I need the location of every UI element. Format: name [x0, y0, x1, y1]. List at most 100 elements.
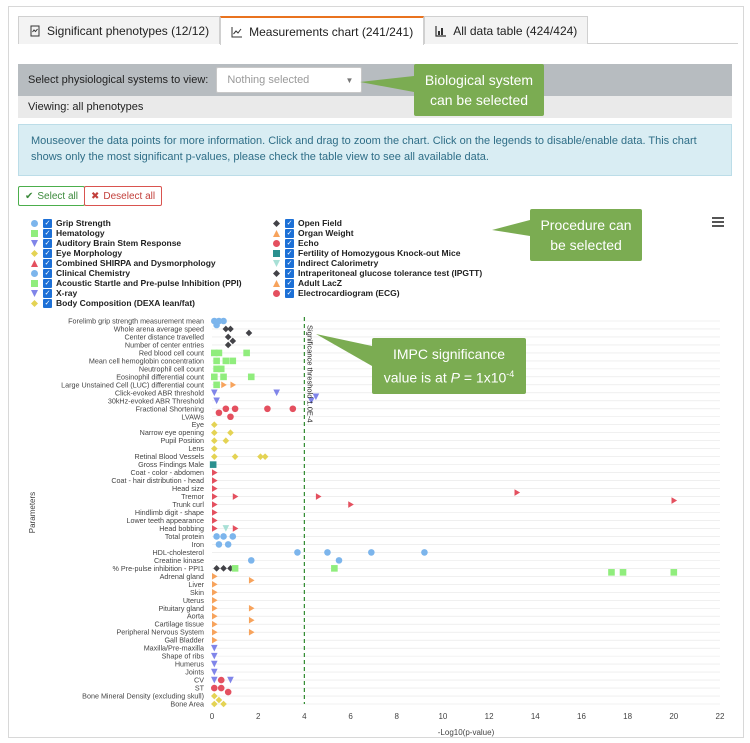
legend-marker-icon [273, 229, 280, 237]
legend-checkbox[interactable]: ✓ [285, 268, 294, 278]
legend-marker-icon [31, 249, 38, 257]
legend-label: Intraperitoneal glucose tolerance test (… [298, 268, 483, 278]
legend-checkbox[interactable]: ✓ [43, 238, 52, 248]
system-select-placeholder: Nothing selected [227, 74, 310, 86]
legend-marker-icon [31, 229, 38, 237]
legend-checkbox[interactable]: ✓ [43, 228, 52, 238]
legend-checkbox[interactable]: ✓ [285, 288, 294, 298]
legend-checkbox[interactable]: ✓ [285, 278, 294, 288]
legend-checkbox[interactable]: ✓ [43, 258, 52, 268]
legend-marker-icon [31, 219, 38, 227]
legend-item[interactable]: ✓ Indirect Calorimetry [272, 258, 378, 268]
legend-marker-icon [273, 239, 280, 247]
legend-checkbox[interactable]: ✓ [43, 278, 52, 288]
legend-marker-icon [31, 269, 38, 277]
system-selector-bar: Select physiological systems to view: No… [18, 64, 732, 96]
legend-label: Indirect Calorimetry [298, 258, 379, 268]
legend-checkbox[interactable]: ✓ [285, 238, 294, 248]
tab-label: Significant phenotypes (12/12) [47, 23, 210, 38]
legend-checkbox[interactable]: ✓ [285, 228, 294, 238]
legend-item[interactable]: ✓ Body Composition (DEXA lean/fat) [30, 298, 195, 308]
legend-label: Hematology [56, 228, 105, 238]
system-selector-label: Select physiological systems to view: [28, 74, 209, 86]
legend-checkbox[interactable]: ✓ [285, 248, 294, 258]
legend-marker-icon [31, 239, 38, 247]
chevron-down-icon: ▼ [345, 76, 354, 85]
tab-label: Measurements chart (241/241) [249, 24, 414, 39]
legend-marker-icon [273, 219, 280, 227]
legend-label: Adult LacZ [298, 278, 342, 288]
legend-marker-icon [273, 269, 280, 277]
callout-exponent: -4 [506, 369, 515, 379]
legend-label: Acoustic Startle and Pre-pulse Inhibitio… [56, 278, 242, 288]
legend-marker-icon [273, 289, 280, 297]
close-icon: ✖ [91, 190, 100, 202]
legend-label: Electrocardiogram (ECG) [298, 288, 400, 298]
legend-marker-icon [31, 279, 38, 287]
legend-item[interactable]: ✓ Fertility of Homozygous Knock-out Mice [272, 248, 460, 258]
legend-label: Echo [298, 238, 319, 248]
legend-item[interactable]: ✓ Grip Strength [30, 218, 111, 228]
legend-marker-icon [273, 279, 280, 287]
panel-frame [8, 6, 744, 738]
callout-text: Biological system can be selected [424, 72, 534, 108]
table-icon [435, 25, 447, 37]
viewing-status: Viewing: all phenotypes [18, 96, 732, 118]
legend-checkbox[interactable]: ✓ [285, 218, 294, 228]
legend-checkbox[interactable]: ✓ [285, 258, 294, 268]
legend-marker-icon [31, 259, 38, 267]
callout-procedure: Procedure can be selected [530, 209, 642, 261]
legend-checkbox[interactable]: ✓ [43, 268, 52, 278]
select-all-button[interactable]: ✔ Select all [18, 186, 85, 206]
legend-item[interactable]: ✓ Organ Weight [272, 228, 354, 238]
legend-item[interactable]: ✓ Clinical Chemistry [30, 268, 130, 278]
legend-checkbox[interactable]: ✓ [43, 288, 52, 298]
legend-item[interactable]: ✓ X-ray [30, 288, 77, 298]
legend-label: Eye Morphology [56, 248, 123, 258]
legend-item[interactable]: ✓ Eye Morphology [30, 248, 122, 258]
system-select-dropdown[interactable]: Nothing selected ▼ [216, 67, 363, 93]
legend-item[interactable]: ✓ Intraperitoneal glucose tolerance test … [272, 268, 482, 278]
callout-text: Procedure can be selected [540, 217, 632, 253]
legend-item[interactable]: ✓ Hematology [30, 228, 105, 238]
callout-biological-system: Biological system can be selected [414, 64, 544, 116]
legend-checkbox[interactable]: ✓ [43, 298, 52, 308]
deselect-all-button[interactable]: ✖ Deselect all [84, 186, 163, 206]
legend-item[interactable]: ✓ Combined SHIRPA and Dysmorphology [30, 258, 216, 268]
legend-label: Grip Strength [56, 218, 111, 228]
legend-item[interactable]: ✓ Adult LacZ [272, 278, 342, 288]
tab-all-data-table[interactable]: All data table (424/424) [424, 16, 589, 44]
legend-item[interactable]: ✓ Electrocardiogram (ECG) [272, 288, 400, 298]
legend-checkbox[interactable]: ✓ [43, 218, 52, 228]
legend-marker-icon [31, 299, 38, 307]
chart-icon [231, 26, 243, 37]
legend-label: Body Composition (DEXA lean/fat) [56, 298, 195, 308]
info-alert: Mouseover the data points for more infor… [18, 124, 732, 176]
legend-label: Clinical Chemistry [56, 268, 131, 278]
legend-item[interactable]: ✓ Echo [272, 238, 319, 248]
legend-item[interactable]: ✓ Open Field [272, 218, 342, 228]
legend-label: X-ray [56, 288, 78, 298]
legend-marker-icon [31, 289, 38, 297]
legend-label: Auditory Brain Stem Response [56, 238, 182, 248]
tab-bar: Significant phenotypes (12/12) Measureme… [18, 16, 738, 45]
legend-label: Fertility of Homozygous Knock-out Mice [298, 248, 461, 258]
legend-marker-icon [273, 249, 280, 257]
legend-item[interactable]: ✓ Acoustic Startle and Pre-pulse Inhibiti… [30, 278, 242, 288]
legend-label: Organ Weight [298, 228, 354, 238]
legend-label: Combined SHIRPA and Dysmorphology [56, 258, 216, 268]
legend-checkbox[interactable]: ✓ [43, 248, 52, 258]
callout-p: P [450, 369, 460, 386]
hamburger-menu-icon[interactable] [712, 217, 724, 227]
check-icon: ✔ [25, 190, 34, 202]
tab-significant-phenotypes[interactable]: Significant phenotypes (12/12) [18, 16, 221, 44]
callout-significance: IMPC significance value is at P = 1x10-4 [372, 338, 526, 394]
callout-text-eq: = 1x10 [459, 369, 507, 386]
tab-measurements-chart[interactable]: Measurements chart (241/241) [220, 16, 425, 45]
legend-marker-icon [273, 259, 280, 267]
callout-text: IMPC significance value is at [383, 346, 506, 386]
report-icon [30, 25, 40, 36]
select-all-label: Select all [37, 190, 78, 202]
legend-item[interactable]: ✓ Auditory Brain Stem Response [30, 238, 181, 248]
deselect-all-label: Deselect all [103, 190, 156, 202]
